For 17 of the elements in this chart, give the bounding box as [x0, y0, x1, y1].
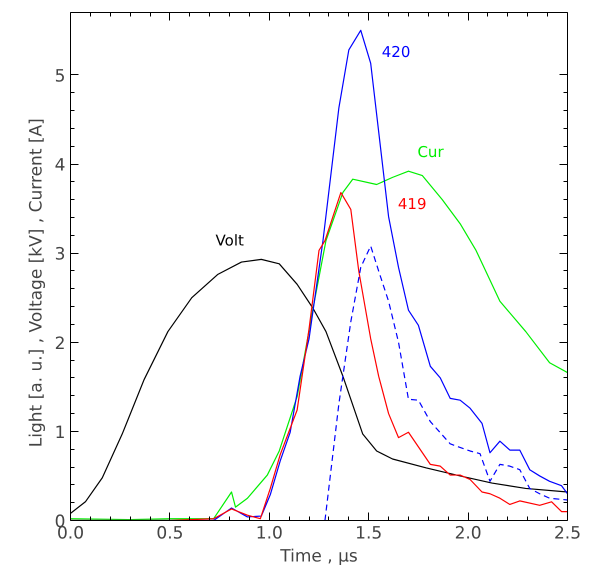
x-axis-title: Time , μs [279, 546, 358, 566]
x-tick-label: 1.5 [355, 524, 382, 544]
x-tick-label: 2.0 [454, 524, 482, 544]
x-tick-label: 1.0 [256, 524, 283, 544]
text: 419 [398, 195, 427, 214]
y-tick-label: 4 [54, 156, 66, 176]
y-tick-label: 5 [54, 66, 66, 86]
x-tick-label: 2.5 [554, 524, 582, 544]
series-label: 420 [382, 42, 410, 61]
y-tick-label: 3 [54, 244, 66, 265]
x-tick-label: 0.5 [156, 524, 184, 544]
series-label: Volt [216, 231, 244, 250]
y-tick-label: 1 [54, 422, 66, 443]
y-tick-label: 2 [54, 334, 66, 354]
y-axis-title: Light [a. u.] , Voltage [kV] , Current [A] [26, 118, 47, 448]
series-label: Cur [417, 143, 444, 162]
line-series [324, 245, 568, 520]
